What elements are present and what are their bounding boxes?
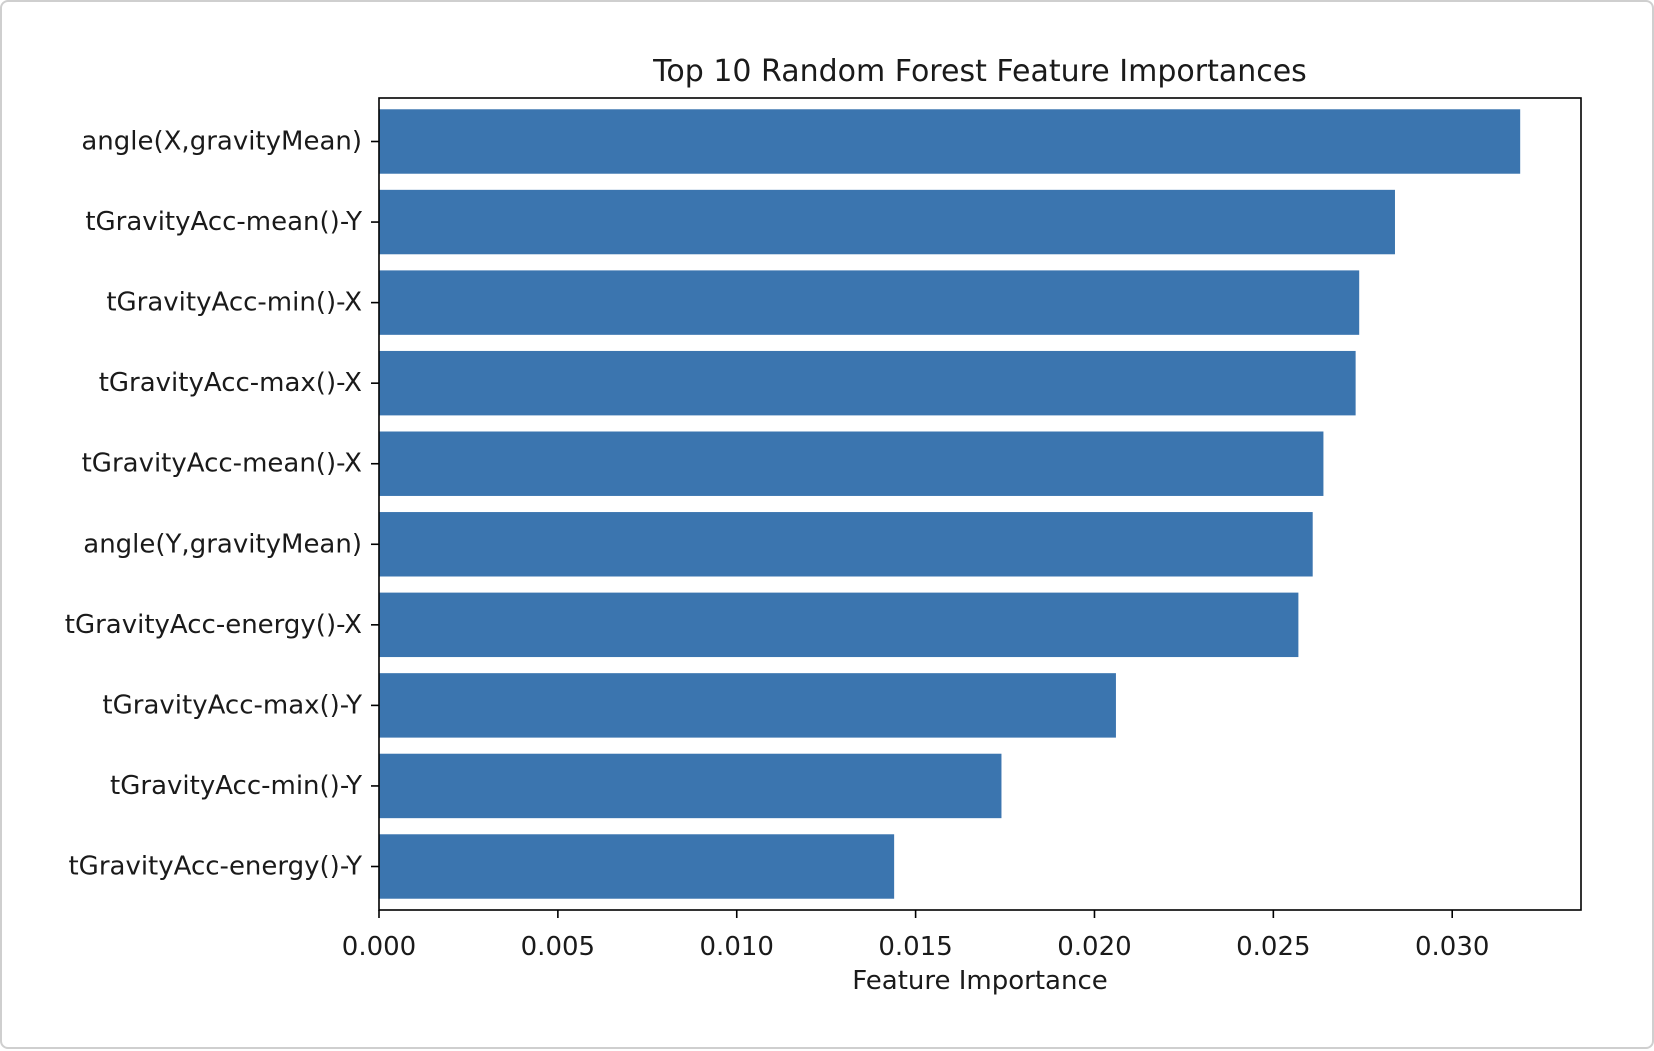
- y-axis: angle(X,gravityMean) tGravityAcc-mean()-Y…: [65, 127, 379, 882]
- x-tick-label: 0.030: [1415, 932, 1489, 962]
- bar: [379, 834, 895, 899]
- bar: [379, 673, 1116, 738]
- chart-title: Top 10 Random Forest Feature Importances: [652, 54, 1307, 89]
- bar: [379, 512, 1313, 577]
- y-tick-label: tGravityAcc-max()-X: [99, 368, 362, 398]
- x-tick-label: 0.010: [700, 932, 774, 962]
- x-axis-label: Feature Importance: [852, 966, 1108, 996]
- bar: [379, 753, 1002, 819]
- bar: [379, 350, 1356, 416]
- y-tick-label: tGravityAcc-min()-Y: [110, 771, 362, 801]
- bar: [379, 431, 1324, 496]
- x-tick-label: 0.020: [1057, 932, 1131, 962]
- y-tick-label: angle(X,gravityMean): [81, 127, 362, 157]
- x-tick-label: 0.000: [342, 932, 416, 962]
- bar: [379, 189, 1395, 255]
- bar: [379, 109, 1521, 174]
- y-tick-label: tGravityAcc-energy()-X: [65, 610, 362, 640]
- y-tick-label: tGravityAcc-mean()-Y: [85, 207, 362, 237]
- y-tick-label: tGravityAcc-energy()-Y: [68, 852, 362, 882]
- y-tick-label: angle(Y,gravityMean): [83, 529, 362, 559]
- y-tick-label: tGravityAcc-mean()-X: [82, 449, 362, 479]
- x-tick-label: 0.005: [521, 932, 595, 962]
- x-tick-label: 0.025: [1236, 932, 1310, 962]
- x-axis: 0.000 0.005 0.010 0.015 0.020 0.025 0.030: [342, 910, 1489, 962]
- y-tick-label: tGravityAcc-max()-Y: [102, 690, 362, 720]
- bar: [379, 270, 1360, 335]
- bars-layer: [379, 109, 1521, 899]
- y-tick-label: tGravityAcc-min()-X: [106, 288, 362, 318]
- plot-area-border: [378, 97, 1582, 911]
- x-tick-label: 0.015: [878, 932, 952, 962]
- bar: [379, 592, 1299, 658]
